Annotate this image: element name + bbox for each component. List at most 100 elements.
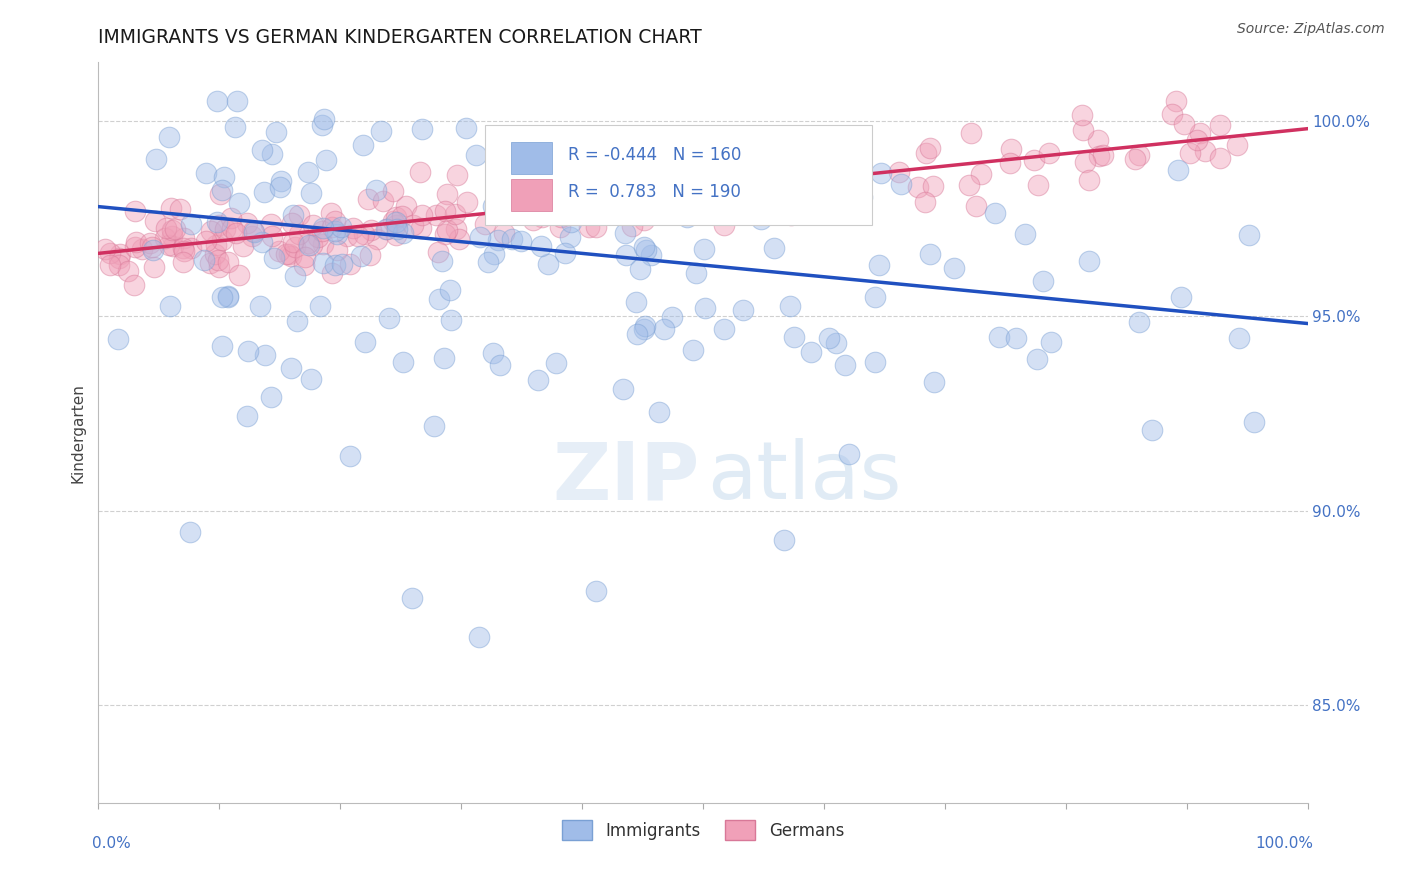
- Point: [395, 199, 418, 213]
- Point: [621, 219, 644, 233]
- Point: [172, 254, 194, 268]
- Point: [160, 229, 183, 244]
- Point: [440, 312, 463, 326]
- Point: [550, 210, 572, 224]
- Point: [599, 206, 621, 220]
- Point: [285, 314, 308, 328]
- Point: [827, 173, 849, 187]
- Point: [486, 233, 509, 247]
- Point: [411, 208, 433, 222]
- Point: [326, 243, 349, 257]
- Legend: Immigrants, Germans: Immigrants, Germans: [555, 814, 851, 847]
- Point: [800, 188, 823, 202]
- Point: [284, 239, 307, 253]
- Point: [401, 591, 423, 605]
- Text: R = -0.444   N = 160: R = -0.444 N = 160: [568, 146, 741, 164]
- Point: [619, 183, 641, 197]
- Point: [385, 227, 408, 242]
- Point: [724, 202, 747, 216]
- Point: [195, 235, 218, 249]
- Point: [342, 220, 364, 235]
- Point: [208, 218, 231, 232]
- Point: [1005, 331, 1028, 345]
- Point: [214, 222, 236, 236]
- Point: [651, 181, 673, 195]
- Point: [329, 220, 352, 235]
- Point: [446, 168, 468, 182]
- Point: [593, 168, 616, 182]
- Point: [1038, 145, 1060, 160]
- Text: R =  0.783   N = 190: R = 0.783 N = 190: [568, 183, 741, 201]
- Point: [281, 208, 304, 222]
- Point: [193, 252, 215, 267]
- Point: [735, 157, 758, 171]
- Point: [330, 257, 353, 271]
- Point: [1026, 178, 1049, 192]
- Point: [468, 230, 491, 244]
- Text: IMMIGRANTS VS GERMAN KINDERGARTEN CORRELATION CHART: IMMIGRANTS VS GERMAN KINDERGARTEN CORREL…: [98, 28, 702, 47]
- Point: [1014, 227, 1036, 241]
- Point: [548, 219, 571, 234]
- Point: [173, 244, 195, 258]
- Point: [124, 235, 146, 249]
- Point: [633, 318, 655, 333]
- Point: [433, 204, 456, 219]
- Point: [682, 343, 704, 358]
- Point: [350, 250, 373, 264]
- Point: [1180, 145, 1202, 160]
- Point: [454, 120, 477, 135]
- Point: [530, 239, 553, 253]
- Point: [443, 206, 465, 220]
- FancyBboxPatch shape: [510, 178, 551, 211]
- Point: [662, 151, 685, 165]
- Point: [93, 242, 115, 256]
- Point: [623, 202, 645, 217]
- Point: [626, 295, 648, 310]
- Point: [1209, 118, 1232, 132]
- Point: [1074, 154, 1097, 169]
- Point: [299, 372, 322, 386]
- Point: [436, 223, 458, 237]
- Point: [648, 405, 671, 419]
- Point: [477, 254, 499, 268]
- Point: [636, 243, 658, 257]
- Point: [772, 169, 794, 184]
- Point: [160, 223, 183, 237]
- Point: [779, 299, 801, 313]
- Point: [636, 173, 658, 187]
- Point: [359, 248, 381, 262]
- Point: [221, 221, 243, 235]
- Point: [733, 303, 755, 318]
- Text: 0.0%: 0.0%: [93, 836, 131, 851]
- Point: [676, 210, 699, 224]
- Point: [204, 247, 226, 261]
- Point: [1040, 334, 1063, 349]
- Point: [519, 203, 541, 218]
- Point: [153, 230, 176, 244]
- Point: [217, 255, 239, 269]
- Point: [1087, 133, 1109, 147]
- Point: [173, 231, 195, 245]
- Point: [211, 183, 233, 197]
- Point: [198, 256, 221, 270]
- Point: [1070, 108, 1092, 122]
- Point: [242, 224, 264, 238]
- Point: [142, 260, 165, 274]
- FancyBboxPatch shape: [510, 142, 551, 174]
- Point: [693, 301, 716, 316]
- Point: [1128, 315, 1150, 329]
- Point: [339, 257, 361, 271]
- Point: [530, 211, 553, 225]
- Point: [262, 147, 284, 161]
- Point: [249, 299, 271, 313]
- Point: [385, 221, 408, 235]
- Point: [384, 210, 406, 224]
- Point: [122, 278, 145, 293]
- Point: [918, 141, 941, 155]
- Point: [172, 241, 194, 255]
- Point: [236, 216, 259, 230]
- Point: [1000, 142, 1022, 156]
- Point: [544, 357, 567, 371]
- Point: [211, 234, 233, 248]
- Point: [914, 146, 936, 161]
